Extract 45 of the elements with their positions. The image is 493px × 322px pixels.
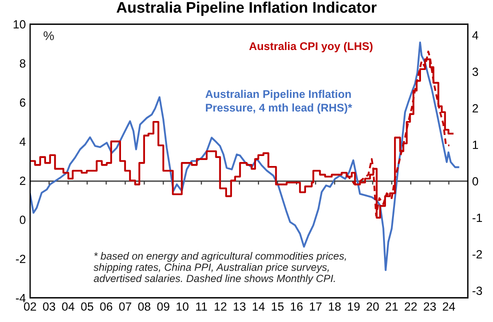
annotation: * based on energy and agricultural commodities prices, shipping rates, China PPI, Australian price surveys, advertised salaries. Dashed line shows Monthly CPI. [94, 252, 346, 284]
text: Australian Pipeline Inflation Pressure, 4 mth lead (RHS)* [205, 90, 352, 114]
chart-title: Australia Pipeline Inflation Indicator [116, 2, 377, 16]
x-tick-label: 10 [176, 302, 188, 311]
x-tick-label: 13 [234, 302, 246, 311]
x-tick-label: 14 [252, 302, 265, 311]
y-tick-label: 6 [20, 98, 26, 107]
x-tick-label: 02 [24, 302, 36, 311]
y2-tick-label: -2 [472, 250, 482, 258]
y-tick-label: 4 [20, 138, 26, 146]
y2-tick-label: 3 [472, 68, 478, 76]
y-tick-label: 2 [20, 176, 26, 185]
y2-tick-label: 1 [472, 140, 478, 149]
x-tick-label: 06 [100, 302, 112, 311]
x-tick-label: 09 [157, 302, 170, 311]
y2-tick-label: 2 [472, 104, 478, 112]
x-tick-label: 11 [196, 302, 207, 311]
y-tick-label: -2 [16, 254, 26, 264]
x-tick-label: 07 [119, 302, 132, 311]
x-tick-label: 19 [348, 302, 360, 311]
x-tick-label: 21 [386, 302, 398, 311]
x-tick-label: 20 [366, 302, 379, 311]
y-tick-label: 8 [20, 59, 26, 68]
y2-tick-label: -3 [472, 286, 482, 295]
text: Australia CPI yoy (LHS) [249, 42, 373, 52]
y-tick-label: -4 [16, 294, 26, 302]
x-tick-label: 16 [290, 302, 303, 311]
y2-tick-label: 4 [472, 31, 478, 40]
x-tick-label: 05 [81, 302, 94, 311]
x-tick-label: 03 [43, 302, 56, 311]
x-tick-label: 08 [138, 302, 150, 311]
x-tick-label: 17 [310, 302, 322, 311]
annotation: % [44, 31, 54, 40]
y-tick-label: 10 [14, 20, 26, 29]
y-tick-label: 0 [20, 216, 26, 224]
x-tick-label: 18 [328, 302, 341, 311]
x-tick-label: 23 [424, 302, 436, 311]
y2-tick-label: 0 [472, 177, 478, 186]
x-tick-label: 15 [272, 302, 284, 311]
x-tick-label: 04 [62, 302, 74, 311]
y2-tick-label: -1 [472, 214, 482, 222]
x-tick-label: 22 [404, 302, 417, 311]
x-tick-label: 12 [214, 302, 226, 311]
x-tick-label: 24 [442, 302, 456, 311]
line-series [30, 41, 460, 272]
